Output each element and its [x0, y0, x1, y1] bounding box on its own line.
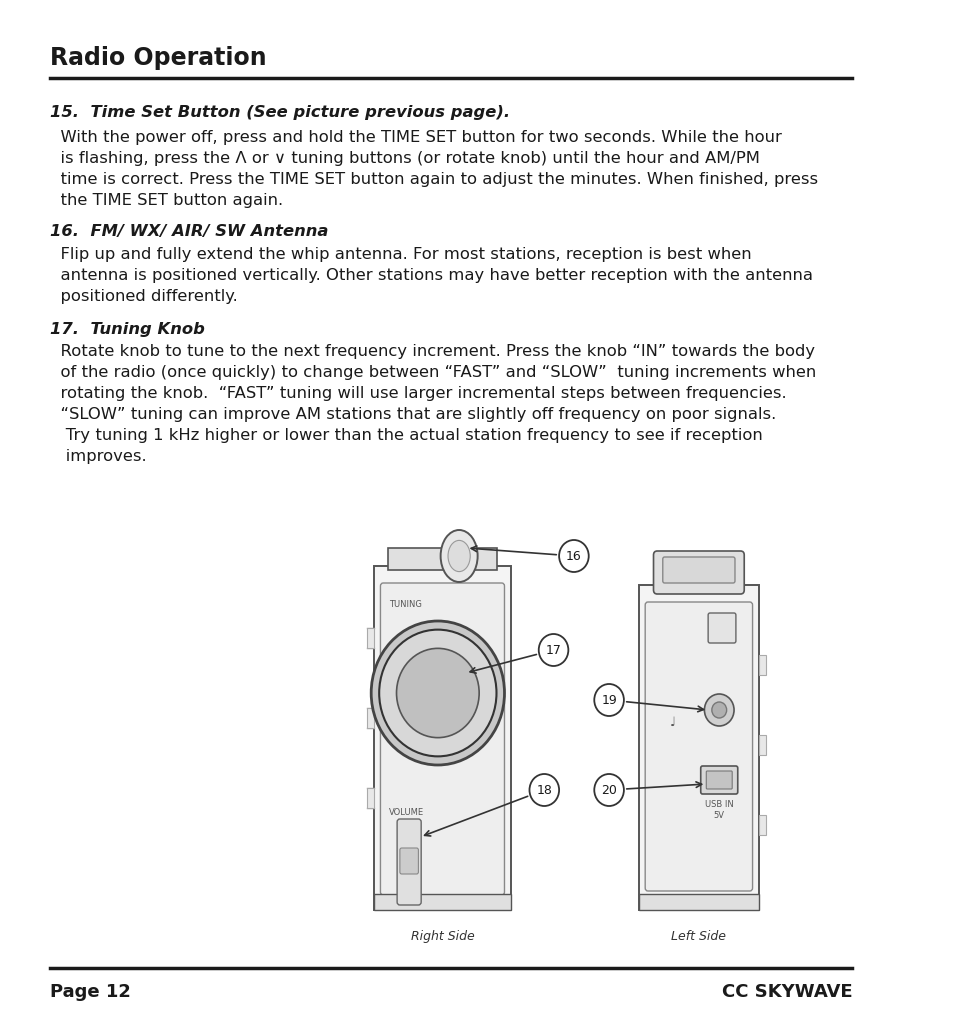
FancyBboxPatch shape — [705, 771, 732, 790]
FancyBboxPatch shape — [644, 602, 752, 891]
Circle shape — [538, 634, 568, 666]
Bar — [366, 788, 374, 808]
Text: Right Side: Right Side — [410, 930, 474, 943]
Circle shape — [703, 694, 733, 726]
Bar — [366, 628, 374, 648]
FancyBboxPatch shape — [700, 766, 737, 794]
Bar — [374, 894, 511, 910]
Circle shape — [529, 774, 558, 806]
FancyBboxPatch shape — [380, 583, 504, 895]
Text: 17: 17 — [545, 644, 561, 657]
Circle shape — [558, 540, 588, 572]
Text: Radio Operation: Radio Operation — [51, 46, 267, 70]
Text: USB IN
5V: USB IN 5V — [704, 800, 733, 820]
Text: 16.  FM/ WX/ AIR/ SW Antenna: 16. FM/ WX/ AIR/ SW Antenna — [51, 224, 329, 240]
Circle shape — [594, 774, 623, 806]
Text: Rotate knob to tune to the next frequency increment. Press the knob “IN” towards: Rotate knob to tune to the next frequenc… — [51, 344, 816, 465]
Bar — [639, 894, 759, 910]
Text: ♩: ♩ — [669, 715, 675, 729]
Text: 16: 16 — [565, 550, 581, 562]
Text: VOLUME: VOLUME — [389, 808, 423, 817]
Bar — [639, 585, 759, 910]
FancyBboxPatch shape — [662, 557, 734, 583]
Text: Left Side: Left Side — [671, 930, 725, 943]
Bar — [366, 708, 374, 728]
Text: 17.  Tuning Knob: 17. Tuning Knob — [51, 322, 205, 337]
Circle shape — [371, 621, 504, 765]
Text: CC SKYWAVE: CC SKYWAVE — [720, 983, 851, 1001]
Text: With the power off, press and hold the TIME SET button for two seconds. While th: With the power off, press and hold the T… — [51, 130, 818, 208]
Bar — [759, 815, 765, 835]
Text: Page 12: Page 12 — [51, 983, 132, 1001]
FancyBboxPatch shape — [653, 551, 743, 594]
Text: TUNING: TUNING — [389, 600, 421, 609]
Text: 19: 19 — [600, 694, 617, 706]
Text: 18: 18 — [536, 783, 552, 797]
Ellipse shape — [448, 541, 470, 572]
FancyBboxPatch shape — [707, 613, 735, 642]
Bar — [388, 548, 497, 570]
Text: Flip up and fully extend the whip antenna. For most stations, reception is best : Flip up and fully extend the whip antenn… — [51, 247, 813, 303]
Ellipse shape — [440, 530, 477, 582]
Bar — [374, 566, 511, 910]
Circle shape — [396, 649, 478, 738]
Circle shape — [378, 629, 496, 757]
Circle shape — [594, 684, 623, 715]
Bar — [759, 735, 765, 755]
Text: 20: 20 — [600, 783, 617, 797]
Text: 15.  Time Set Button (See picture previous page).: 15. Time Set Button (See picture previou… — [51, 105, 510, 120]
FancyBboxPatch shape — [399, 848, 418, 874]
Circle shape — [711, 702, 726, 718]
FancyBboxPatch shape — [396, 819, 420, 905]
Bar — [759, 655, 765, 675]
